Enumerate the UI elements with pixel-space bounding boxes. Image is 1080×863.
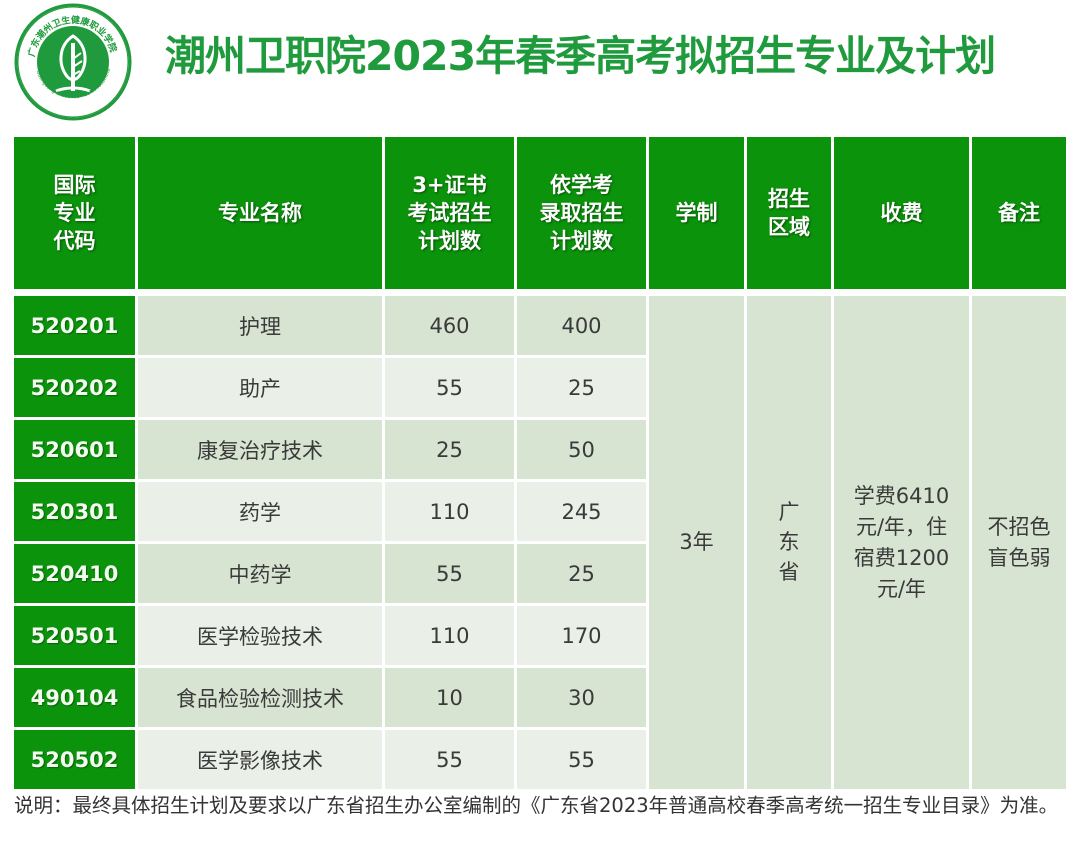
region-cell: 广东省 bbox=[747, 296, 831, 789]
major-code: 520501 bbox=[14, 606, 135, 665]
header-remark: 备注 bbox=[972, 137, 1066, 289]
major-code: 520201 bbox=[14, 296, 135, 355]
major-code: 520410 bbox=[14, 544, 135, 603]
major-code: 490104 bbox=[14, 668, 135, 727]
header-duration: 学制 bbox=[649, 137, 744, 289]
cert-plan-count: 55 bbox=[385, 544, 514, 603]
footnote: 说明：最终具体招生计划及要求以广东省招生办公室编制的《广东省2023年普通高校春… bbox=[14, 794, 1059, 817]
header-name: 专业名称 bbox=[138, 137, 382, 289]
major-name: 助产 bbox=[138, 358, 382, 417]
header-cert-plan: 3+证书 考试招生 计划数 bbox=[385, 137, 514, 289]
table-row: 520501 医学检验技术 110 170 bbox=[14, 606, 1066, 665]
cert-plan-count: 10 bbox=[385, 668, 514, 727]
table-row: 520201 护理 460 400 3年 广东省 学费6410 元/年，住 宿费… bbox=[14, 296, 1066, 789]
study-plan-count: 50 bbox=[517, 420, 646, 479]
cert-plan-count: 55 bbox=[385, 358, 514, 417]
cert-plan-count: 110 bbox=[385, 482, 514, 541]
study-plan-count: 25 bbox=[517, 544, 646, 603]
major-code: 520601 bbox=[14, 420, 135, 479]
table-row: 520601 康复治疗技术 25 50 bbox=[14, 420, 1066, 479]
major-name: 护理 bbox=[138, 296, 382, 355]
major-name: 医学影像技术 bbox=[138, 730, 382, 789]
cert-plan-count: 25 bbox=[385, 420, 514, 479]
study-plan-count: 25 bbox=[517, 358, 646, 417]
header-fee: 收费 bbox=[834, 137, 969, 289]
cert-plan-count: 110 bbox=[385, 606, 514, 665]
major-name: 食品检验检测技术 bbox=[138, 668, 382, 727]
major-name: 医学检验技术 bbox=[138, 606, 382, 665]
remark-cell: 不招色 盲色弱 bbox=[972, 296, 1066, 789]
enrollment-plan-table: 国际 专业 代码 专业名称 3+证书 考试招生 计划数 依学考 录取招生 计划数… bbox=[14, 134, 1066, 792]
cert-plan-count: 55 bbox=[385, 730, 514, 789]
header-region: 招生 区域 bbox=[747, 137, 831, 289]
table-row: 520301 药学 110 245 bbox=[14, 482, 1066, 541]
major-code: 520202 bbox=[14, 358, 135, 417]
study-plan-count: 400 bbox=[517, 296, 646, 355]
page-title: 潮州卫职院2023年春季高考拟招生专业及计划 bbox=[165, 32, 996, 80]
fee-cell: 学费6410 元/年，住 宿费1200 元/年 bbox=[834, 296, 969, 789]
major-name: 康复治疗技术 bbox=[138, 420, 382, 479]
table-row: 520410 中药学 55 25 bbox=[14, 544, 1066, 603]
table-row: 520502 医学影像技术 55 55 bbox=[14, 730, 1066, 789]
table-row: 490104 食品检验检测技术 10 30 bbox=[14, 668, 1066, 727]
header-study-plan: 依学考 录取招生 计划数 bbox=[517, 137, 646, 289]
study-plan-count: 245 bbox=[517, 482, 646, 541]
study-plan-count: 55 bbox=[517, 730, 646, 789]
major-name: 药学 bbox=[138, 482, 382, 541]
study-plan-count: 30 bbox=[517, 668, 646, 727]
major-code: 520502 bbox=[14, 730, 135, 789]
duration-cell: 3年 bbox=[649, 296, 744, 789]
header-code: 国际 专业 代码 bbox=[14, 137, 135, 289]
header-row: 国际 专业 代码 专业名称 3+证书 考试招生 计划数 依学考 录取招生 计划数… bbox=[14, 137, 1066, 289]
major-name: 中药学 bbox=[138, 544, 382, 603]
cert-plan-count: 460 bbox=[385, 296, 514, 355]
college-emblem-leaf-icon: 广东潮州卫生健康职业学院 Guangdong Chaozhou Health V… bbox=[12, 0, 132, 121]
study-plan-count: 170 bbox=[517, 606, 646, 665]
table-row: 520202 助产 55 25 bbox=[14, 358, 1066, 417]
major-code: 520301 bbox=[14, 482, 135, 541]
college-logo: 广东潮州卫生健康职业学院 Guangdong Chaozhou Health V… bbox=[12, 0, 132, 121]
